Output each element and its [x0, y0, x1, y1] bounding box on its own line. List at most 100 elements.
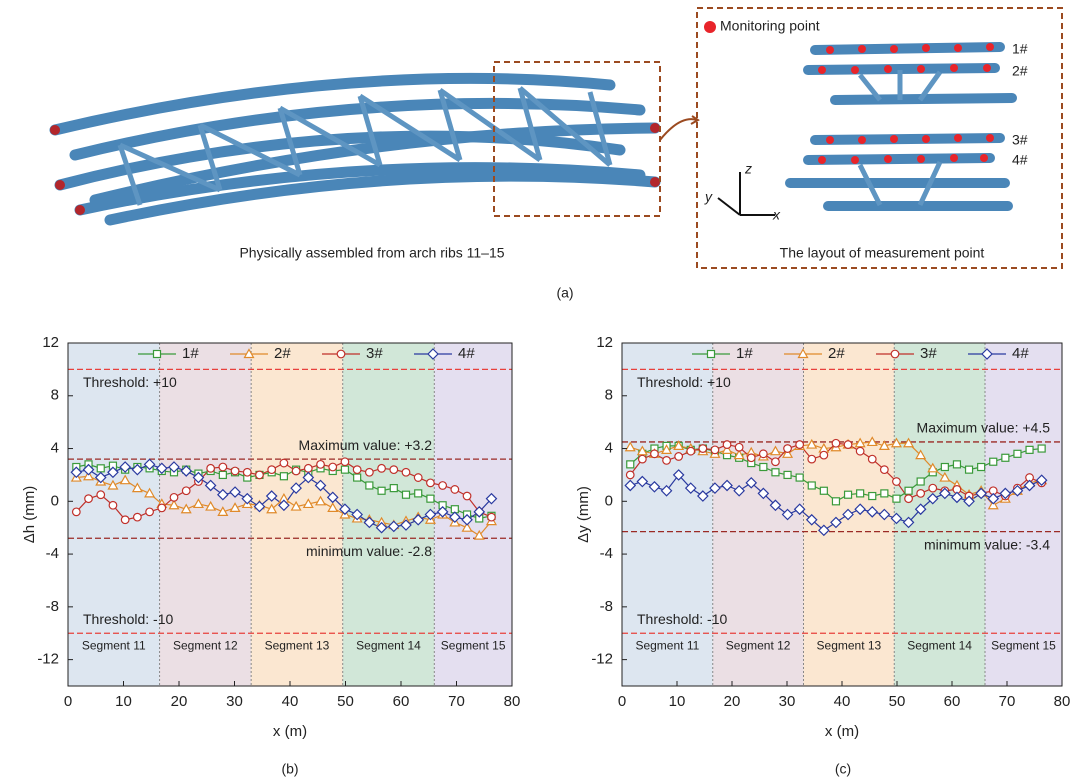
y-tick-label: -12 [591, 651, 613, 668]
point [366, 482, 373, 489]
x-axis-label: x (m) [273, 723, 307, 740]
point [869, 493, 876, 500]
point [917, 478, 924, 485]
point [893, 495, 900, 502]
segment-band [985, 343, 1062, 686]
segment-label: Segment 12 [726, 639, 791, 653]
legend-label: 3# [366, 345, 383, 362]
legend-label: 2# [274, 345, 291, 362]
point [639, 455, 647, 463]
point [857, 490, 864, 497]
point [158, 504, 166, 512]
point [414, 474, 422, 482]
segment-label: Segment 14 [907, 639, 972, 653]
y-tick-label: 4 [605, 440, 613, 457]
legend-marker [337, 350, 345, 358]
point [832, 439, 840, 447]
reference-label: Threshold: -10 [637, 611, 727, 627]
point [268, 466, 276, 474]
axis-letter: x [772, 207, 781, 223]
point [845, 491, 852, 498]
rib-label: 1# [1012, 41, 1028, 57]
reference-label: Maximum value: +4.5 [917, 420, 1051, 436]
legend-marker [891, 350, 899, 358]
point [317, 461, 325, 469]
point [990, 458, 997, 465]
y-tick-label: 8 [51, 387, 59, 404]
point [820, 487, 827, 494]
point [881, 466, 889, 474]
chart: Segment 11Segment 12Segment 13Segment 14… [575, 334, 1070, 777]
y-tick-label: -4 [600, 545, 613, 562]
point [784, 471, 791, 478]
chart: Segment 11Segment 12Segment 13Segment 14… [21, 334, 520, 777]
axis-letter: y [704, 189, 713, 205]
point [146, 508, 154, 516]
point [735, 443, 743, 451]
x-tick-label: 10 [669, 693, 686, 710]
x-tick-label: 40 [834, 693, 851, 710]
point [747, 454, 755, 462]
y-tick-label: 12 [596, 334, 613, 351]
segment-label: Segment 13 [265, 639, 330, 653]
panel-label: (a) [556, 285, 573, 301]
y-tick-label: -12 [37, 651, 59, 668]
reference-label: minimum value: -2.8 [306, 543, 432, 559]
caption: Physically assembled from arch ribs 11–1… [239, 245, 504, 261]
point [97, 491, 105, 499]
point [280, 473, 287, 480]
legend-label: 4# [1012, 345, 1029, 362]
x-tick-label: 10 [115, 693, 132, 710]
x-tick-label: 80 [504, 693, 521, 710]
point [881, 490, 888, 497]
rib-label: 2# [1012, 63, 1028, 79]
y-tick-label: -8 [600, 598, 613, 615]
rib-label: 4# [1012, 152, 1028, 168]
x-tick-label: 30 [779, 693, 796, 710]
x-tick-label: 50 [337, 693, 354, 710]
point [675, 453, 683, 461]
x-tick-label: 20 [171, 693, 188, 710]
reference-label: Threshold: -10 [83, 611, 173, 627]
point [427, 495, 434, 502]
segment-label: Segment 15 [991, 639, 1056, 653]
legend-label: 1# [182, 345, 199, 362]
point [796, 441, 804, 449]
y-tick-label: 12 [42, 334, 59, 351]
point [378, 487, 385, 494]
point [134, 513, 142, 521]
point [402, 468, 410, 476]
point [73, 508, 81, 516]
point [427, 479, 435, 487]
axis-letter: z [744, 161, 752, 177]
point [353, 466, 361, 474]
x-tick-label: 30 [226, 693, 243, 710]
segment-band [68, 343, 160, 686]
point [953, 461, 960, 468]
x-tick-label: 60 [393, 693, 410, 710]
y-axis-label: Δy (mm) [575, 486, 592, 543]
segment-band [894, 343, 985, 686]
legend-marker [708, 351, 715, 358]
point [329, 463, 337, 471]
point [772, 458, 780, 466]
segment-label: Segment 14 [356, 639, 421, 653]
point [978, 464, 985, 471]
point [378, 465, 386, 473]
segment-band [251, 343, 343, 686]
point [354, 474, 361, 481]
point [1002, 454, 1009, 461]
point [796, 474, 803, 481]
point [280, 459, 288, 467]
point [207, 465, 215, 473]
point [856, 447, 864, 455]
caption: The layout of measurement point [780, 245, 985, 261]
reference-label: minimum value: -3.4 [924, 536, 1050, 552]
point [85, 495, 93, 503]
point [1026, 446, 1033, 453]
point [305, 465, 313, 473]
legend-marker [154, 351, 161, 358]
point [390, 466, 398, 474]
point [929, 484, 937, 492]
figure: Monitoring point 1# 2# 3# 4# z y x Physi… [0, 0, 1073, 780]
